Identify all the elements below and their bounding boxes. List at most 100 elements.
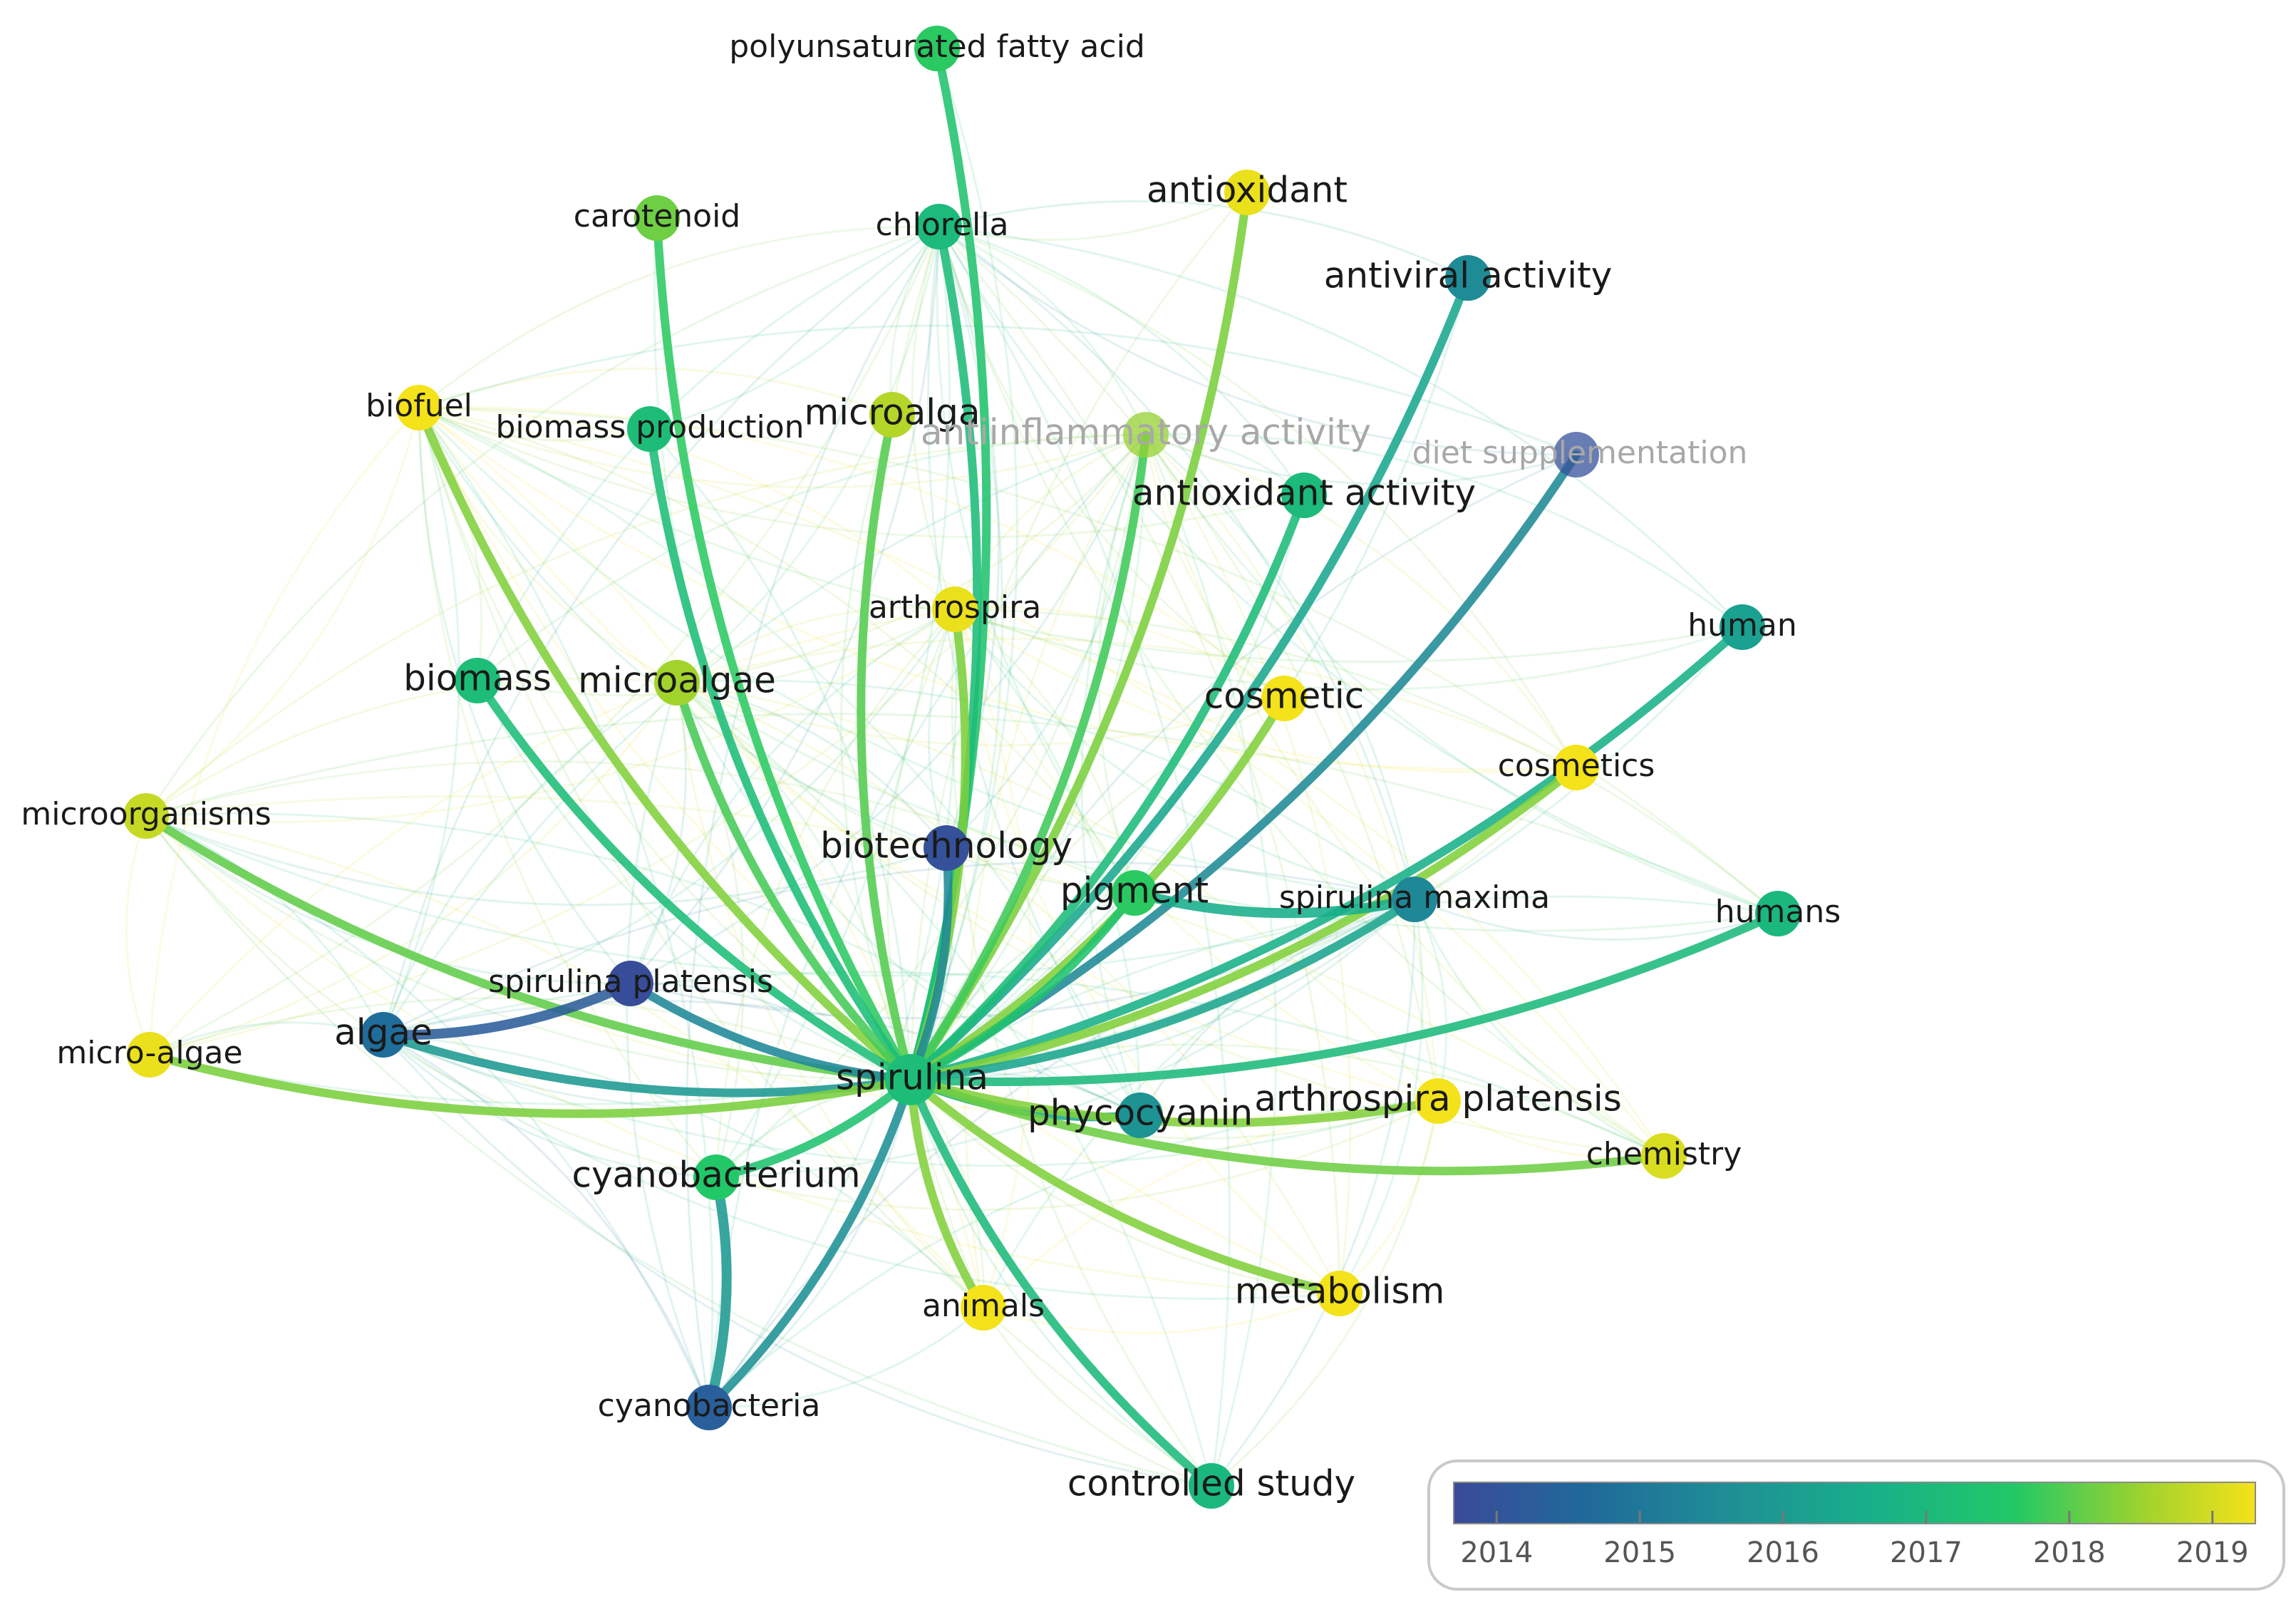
node-phycocyanin[interactable] xyxy=(1117,1092,1163,1138)
background-link xyxy=(418,225,940,409)
node-spirmaxima[interactable] xyxy=(1392,877,1437,922)
background-link xyxy=(715,898,1415,1179)
label-polyunsaturated[interactable]: polyunsaturated fatty acid xyxy=(729,29,1145,65)
label-microorganisms[interactable]: microorganisms xyxy=(21,796,271,832)
label-algae[interactable]: algae xyxy=(334,1012,433,1053)
link-spirulina-cosmetics xyxy=(906,763,1581,1084)
background-link xyxy=(648,428,912,1080)
node-cyanobacterium[interactable] xyxy=(693,1154,739,1200)
label-metabolism[interactable]: metabolism xyxy=(1235,1271,1445,1312)
label-humans[interactable]: humans xyxy=(1715,894,1841,930)
label-chlorella[interactable]: chlorella xyxy=(876,207,1009,243)
node-cosmetics[interactable] xyxy=(1553,745,1599,790)
label-cosmetic[interactable]: cosmetic xyxy=(1204,676,1365,717)
legend-tick-label: 2017 xyxy=(1890,1536,1963,1569)
label-antiviral[interactable]: antiviral activity xyxy=(1324,255,1613,296)
background-link xyxy=(840,414,912,1080)
legend-tick-label: 2018 xyxy=(2033,1536,2106,1569)
node-antioxact[interactable] xyxy=(1281,472,1327,518)
background-link xyxy=(938,225,1439,1102)
label-controlled[interactable]: controlled study xyxy=(1067,1463,1355,1504)
node-humans[interactable] xyxy=(1755,891,1801,936)
label-microalga[interactable]: microalga xyxy=(804,392,980,433)
label-human[interactable]: human xyxy=(1687,607,1796,644)
node-microorganisms[interactable] xyxy=(123,793,169,839)
node-human[interactable] xyxy=(1720,604,1765,650)
node-microalga[interactable] xyxy=(869,392,915,438)
node-biomass[interactable] xyxy=(455,658,500,703)
label-cyanobacteria[interactable]: cyanobacteria xyxy=(598,1388,821,1424)
node-carotenoid[interactable] xyxy=(634,195,680,241)
label-antiinflam[interactable]: antiinflammatory activity xyxy=(921,412,1371,453)
background-link xyxy=(418,324,1577,456)
node-cyanobacteria[interactable] xyxy=(686,1385,732,1430)
background-link xyxy=(953,609,1340,1295)
node-controlled[interactable] xyxy=(1189,1463,1234,1509)
background-link xyxy=(145,677,678,817)
label-spirmaxima[interactable]: spirulina maxima xyxy=(1279,879,1550,916)
legend-tick-label: 2015 xyxy=(1603,1536,1676,1569)
background-link xyxy=(1144,434,1352,1294)
background-link xyxy=(418,407,714,1408)
label-antioxact[interactable]: antioxidant activity xyxy=(1132,472,1476,514)
node-microalgae[interactable] xyxy=(654,660,700,706)
node-pigment[interactable] xyxy=(1112,870,1157,916)
node-chlorella[interactable] xyxy=(916,204,962,249)
link-spirulina-antioxact xyxy=(906,491,1308,1084)
background-link xyxy=(910,1043,1665,1157)
node-algae[interactable] xyxy=(361,1012,406,1058)
node-animals[interactable] xyxy=(961,1285,1006,1331)
background-link xyxy=(676,682,1141,1117)
label-biomass[interactable]: biomass xyxy=(403,658,552,699)
node-biomassprod[interactable] xyxy=(627,406,673,452)
background-link xyxy=(383,1000,1141,1117)
node-antioxidant[interactable] xyxy=(1224,170,1270,215)
node-metabolism[interactable] xyxy=(1317,1271,1362,1316)
background-link xyxy=(383,1033,1439,1167)
label-biofuel[interactable]: biofuel xyxy=(366,388,472,424)
label-animals[interactable]: animals xyxy=(922,1288,1045,1324)
background-link xyxy=(1145,433,1416,900)
background-link xyxy=(938,225,1305,496)
node-cosmetic[interactable] xyxy=(1261,676,1307,721)
node-biofuel[interactable] xyxy=(396,385,442,430)
label-dietsupp[interactable]: diet supplementation xyxy=(1412,435,1748,471)
label-biomassprod[interactable]: biomass production xyxy=(496,409,805,445)
link-spirulina-spirmaxima xyxy=(906,895,1419,1084)
node-spirulina[interactable] xyxy=(885,1054,936,1105)
background-link xyxy=(383,971,1665,1157)
background-link xyxy=(148,406,420,1055)
node-biotechnology[interactable] xyxy=(924,825,969,871)
label-microalgae2[interactable]: micro-algae xyxy=(56,1035,242,1071)
label-biotechnology[interactable]: biotechnology xyxy=(820,825,1072,867)
node-spirplatensis[interactable] xyxy=(608,961,653,1006)
label-pigment[interactable]: pigment xyxy=(1060,870,1209,911)
node-arthroplat[interactable] xyxy=(1415,1078,1461,1124)
node-dietsupp[interactable] xyxy=(1553,432,1599,477)
background-link xyxy=(715,226,951,1178)
legend-ticks: 2014 2015 2016 2017 2018 2019 xyxy=(1460,1511,2249,1569)
label-spirulina[interactable]: spirulina xyxy=(836,1057,988,1098)
label-arthrospira[interactable]: arthrospira xyxy=(869,589,1041,626)
label-microalgae[interactable]: microalgae xyxy=(578,660,776,701)
background-link xyxy=(938,226,1779,915)
node-microalgae2[interactable] xyxy=(127,1032,172,1078)
label-cosmetics[interactable]: cosmetics xyxy=(1498,748,1655,784)
node-antiinflam[interactable] xyxy=(1123,412,1169,458)
node-arthrospira[interactable] xyxy=(932,587,978,632)
background-link xyxy=(477,608,956,697)
label-arthroplat[interactable]: arthrospira platensis xyxy=(1254,1078,1622,1120)
background-link xyxy=(938,225,1147,435)
background-link xyxy=(1144,434,1779,915)
node-chemistry[interactable] xyxy=(1641,1133,1687,1179)
label-phycocyanin[interactable]: phycocyanin xyxy=(1028,1092,1253,1134)
label-cyanobacterium[interactable]: cyanobacterium xyxy=(572,1154,860,1196)
node-polyunsaturated[interactable] xyxy=(914,26,960,71)
background-link xyxy=(938,225,1416,900)
label-spirplatensis[interactable]: spirulina platensis xyxy=(488,964,773,1000)
node-antiviral[interactable] xyxy=(1445,255,1491,301)
label-chemistry[interactable]: chemistry xyxy=(1586,1136,1742,1172)
label-antioxidant[interactable]: antioxidant xyxy=(1147,170,1348,211)
label-carotenoid[interactable]: carotenoid xyxy=(574,198,740,234)
background-link xyxy=(418,406,1415,901)
